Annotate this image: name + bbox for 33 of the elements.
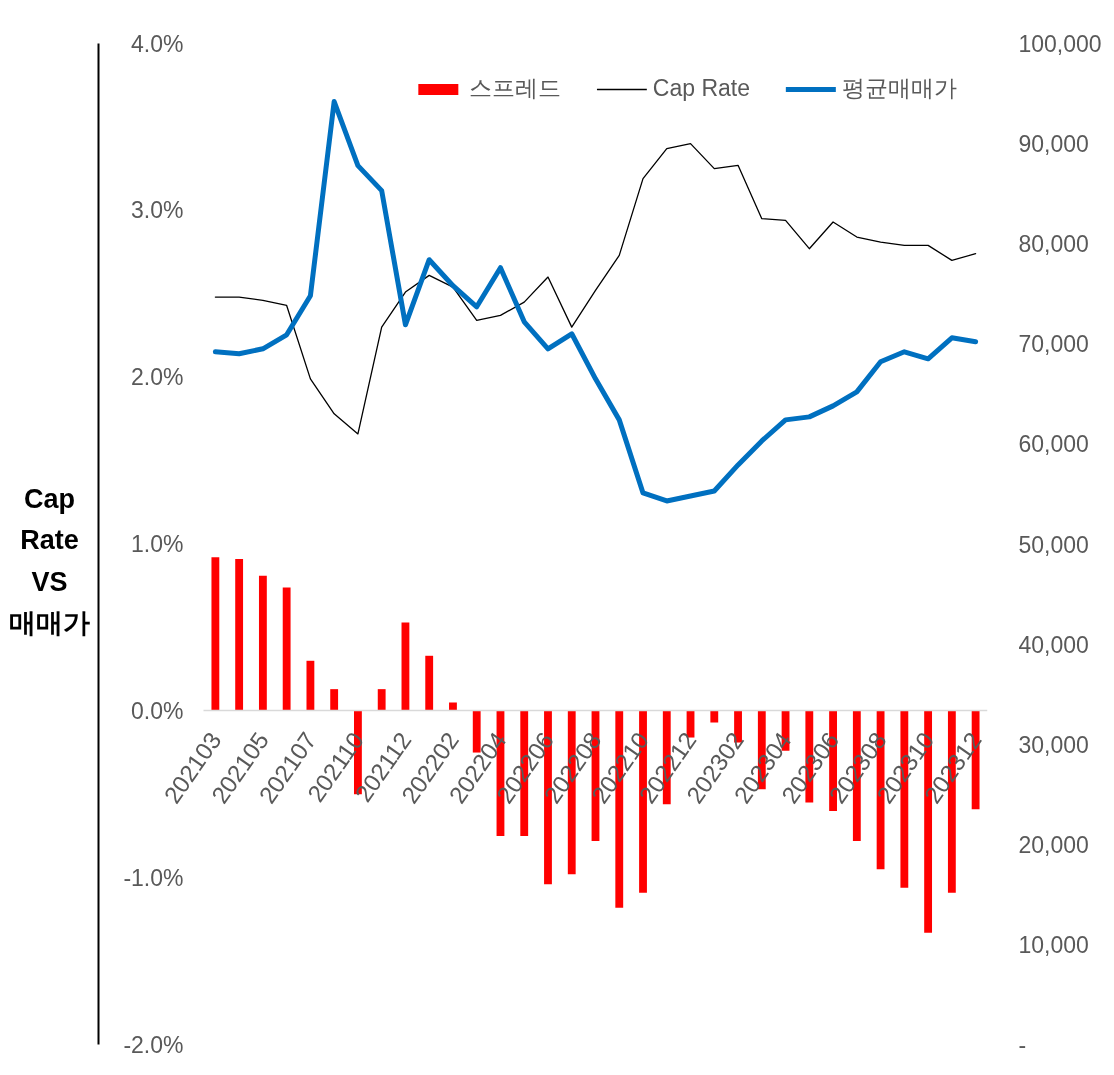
y2-tick-label: 70,000 (1018, 331, 1089, 358)
y-tick-label: -1.0% (123, 864, 184, 891)
legend-label: 평균매매가 (842, 74, 957, 103)
bar (425, 655, 434, 711)
y2-tick-label: 60,000 (1018, 431, 1089, 458)
y2-tick-label: 50,000 (1018, 531, 1089, 558)
y2-tick-label: 90,000 (1018, 131, 1089, 158)
y2-tick-label: 10,000 (1018, 931, 1089, 958)
legend-label: 스프레드 (468, 74, 561, 103)
legend-label: Cap Rate (652, 75, 750, 102)
y2-tick-label: 30,000 (1018, 731, 1089, 758)
y-tick-label: 0.0% (131, 697, 184, 724)
bar (258, 575, 267, 711)
bar (710, 710, 719, 723)
y-tick-label: 4.0% (131, 30, 184, 57)
bar (449, 702, 457, 711)
y2-tick-label: 40,000 (1018, 631, 1089, 658)
text: Cap Rate VS 매매가 (9, 483, 90, 639)
y-tick-label: 1.0% (131, 531, 184, 557)
y2-tick-label: 80,000 (1018, 231, 1089, 258)
bar (330, 689, 339, 711)
bar (306, 660, 315, 711)
bar (282, 587, 291, 711)
y2-tick-label: 20,000 (1018, 831, 1089, 858)
bar (235, 559, 244, 711)
y-tick-label: -2.0% (123, 1031, 184, 1058)
y2-tick-label: - (1018, 1032, 1027, 1058)
line-series (214, 142, 977, 435)
y2-tick-label: 100,000 (1018, 31, 1102, 57)
bar (377, 689, 386, 711)
y-tick-label: 2.0% (131, 364, 184, 391)
bar (211, 557, 220, 711)
y-tick-label: 3.0% (131, 197, 184, 224)
